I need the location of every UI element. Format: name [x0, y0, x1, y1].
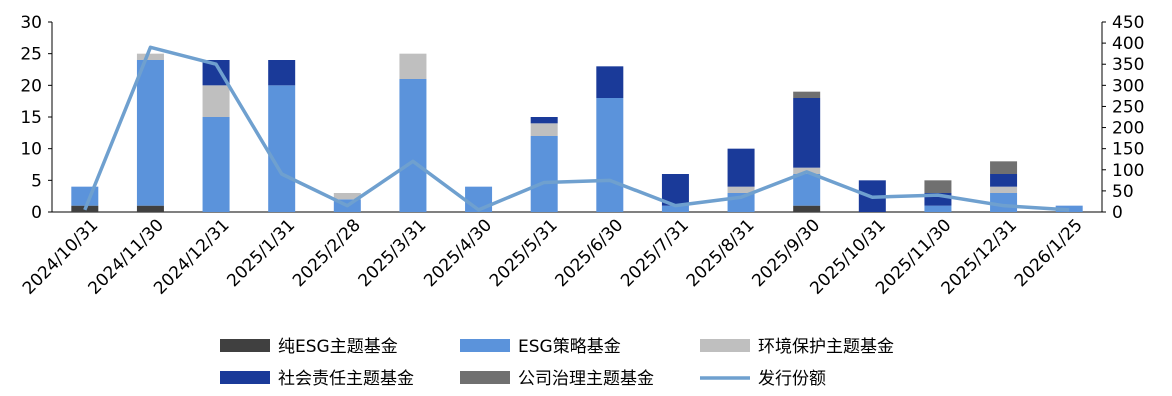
bar-segment [530, 136, 558, 212]
bar-segment [268, 85, 296, 212]
bar-segment [990, 161, 1018, 174]
bar-segment [399, 53, 427, 79]
x-tick-label: 2025/3/31 [355, 215, 431, 291]
y-left-tick-label: 5 [31, 171, 42, 191]
y-right-tick-label: 450 [1112, 13, 1144, 33]
bar-segment [333, 193, 361, 200]
bar-segment [136, 53, 164, 60]
bars [71, 53, 1083, 212]
x-tick-label: 2026/1/25 [1011, 215, 1087, 291]
bar-segment [661, 205, 689, 212]
legend-label: 纯ESG主题基金 [278, 337, 398, 357]
issuance-line [83, 45, 1070, 212]
y-right-tick-label: 100 [1112, 161, 1144, 181]
x-tick-labels: 2024/10/312024/11/302024/12/312025/1/312… [19, 215, 1087, 298]
bar-segment [202, 85, 230, 117]
bar-segment [793, 174, 821, 206]
legend-swatch [220, 339, 270, 352]
legend-swatch [220, 371, 270, 384]
legend-label: 发行份额 [758, 369, 826, 389]
bar-segment [136, 205, 164, 212]
legend-label: ESG策略基金 [518, 337, 621, 357]
legend-label: 环境保护主题基金 [758, 337, 894, 357]
legend-label: 社会责任主题基金 [278, 369, 414, 389]
y-left-tick-label: 20 [20, 76, 42, 96]
y-right-tick-label: 200 [1112, 119, 1144, 139]
x-tick-label: 2025/7/31 [617, 215, 693, 291]
legend-swatch [460, 339, 510, 352]
x-tick-label: 2025/6/30 [552, 215, 628, 291]
x-tick-label: 2025/2/28 [289, 215, 365, 291]
y-right-tick-label: 50 [1112, 182, 1134, 202]
bar-segment [793, 205, 821, 212]
issuance-line-path [83, 45, 1070, 212]
y-left-tick-label: 0 [31, 203, 42, 223]
y-right-tick-label: 0 [1112, 203, 1123, 223]
bar-segment [202, 117, 230, 212]
y-right-tick-label: 250 [1112, 97, 1144, 117]
bar-segment [596, 98, 624, 212]
bar-segment [399, 79, 427, 212]
bar-segment [268, 60, 296, 86]
legend-label: 公司治理主题基金 [518, 369, 654, 389]
bar-segment [530, 123, 558, 136]
y-right-tick-label: 300 [1112, 76, 1144, 96]
bar-segment [727, 186, 755, 193]
y-left-tick-label: 30 [20, 13, 42, 33]
bar-segment [990, 186, 1018, 193]
bar-segment [793, 98, 821, 168]
legend-swatch [460, 371, 510, 384]
legend-swatch [700, 339, 750, 352]
y-left-tick-label: 25 [20, 45, 42, 65]
x-tick-label: 2025/8/31 [683, 215, 759, 291]
y-right-tick-label: 350 [1112, 55, 1144, 75]
bar-segment [924, 205, 952, 212]
y-left-tick-label: 15 [20, 108, 42, 128]
bar-segment [727, 148, 755, 187]
bar-segment [596, 66, 624, 98]
x-tick-label: 2025/5/31 [486, 215, 562, 291]
x-tick-label: 2025/1/31 [223, 215, 299, 291]
y-left-tick-label: 10 [20, 140, 42, 160]
y-right-tick-label: 400 [1112, 34, 1144, 54]
bar-segment [136, 60, 164, 206]
bar-segment [990, 174, 1018, 187]
bar-segment [793, 91, 821, 98]
y-right-tick-label: 150 [1112, 140, 1144, 160]
bar-segment [530, 117, 558, 124]
bar-segment [924, 180, 952, 193]
x-tick-label: 2025/4/30 [420, 215, 496, 291]
